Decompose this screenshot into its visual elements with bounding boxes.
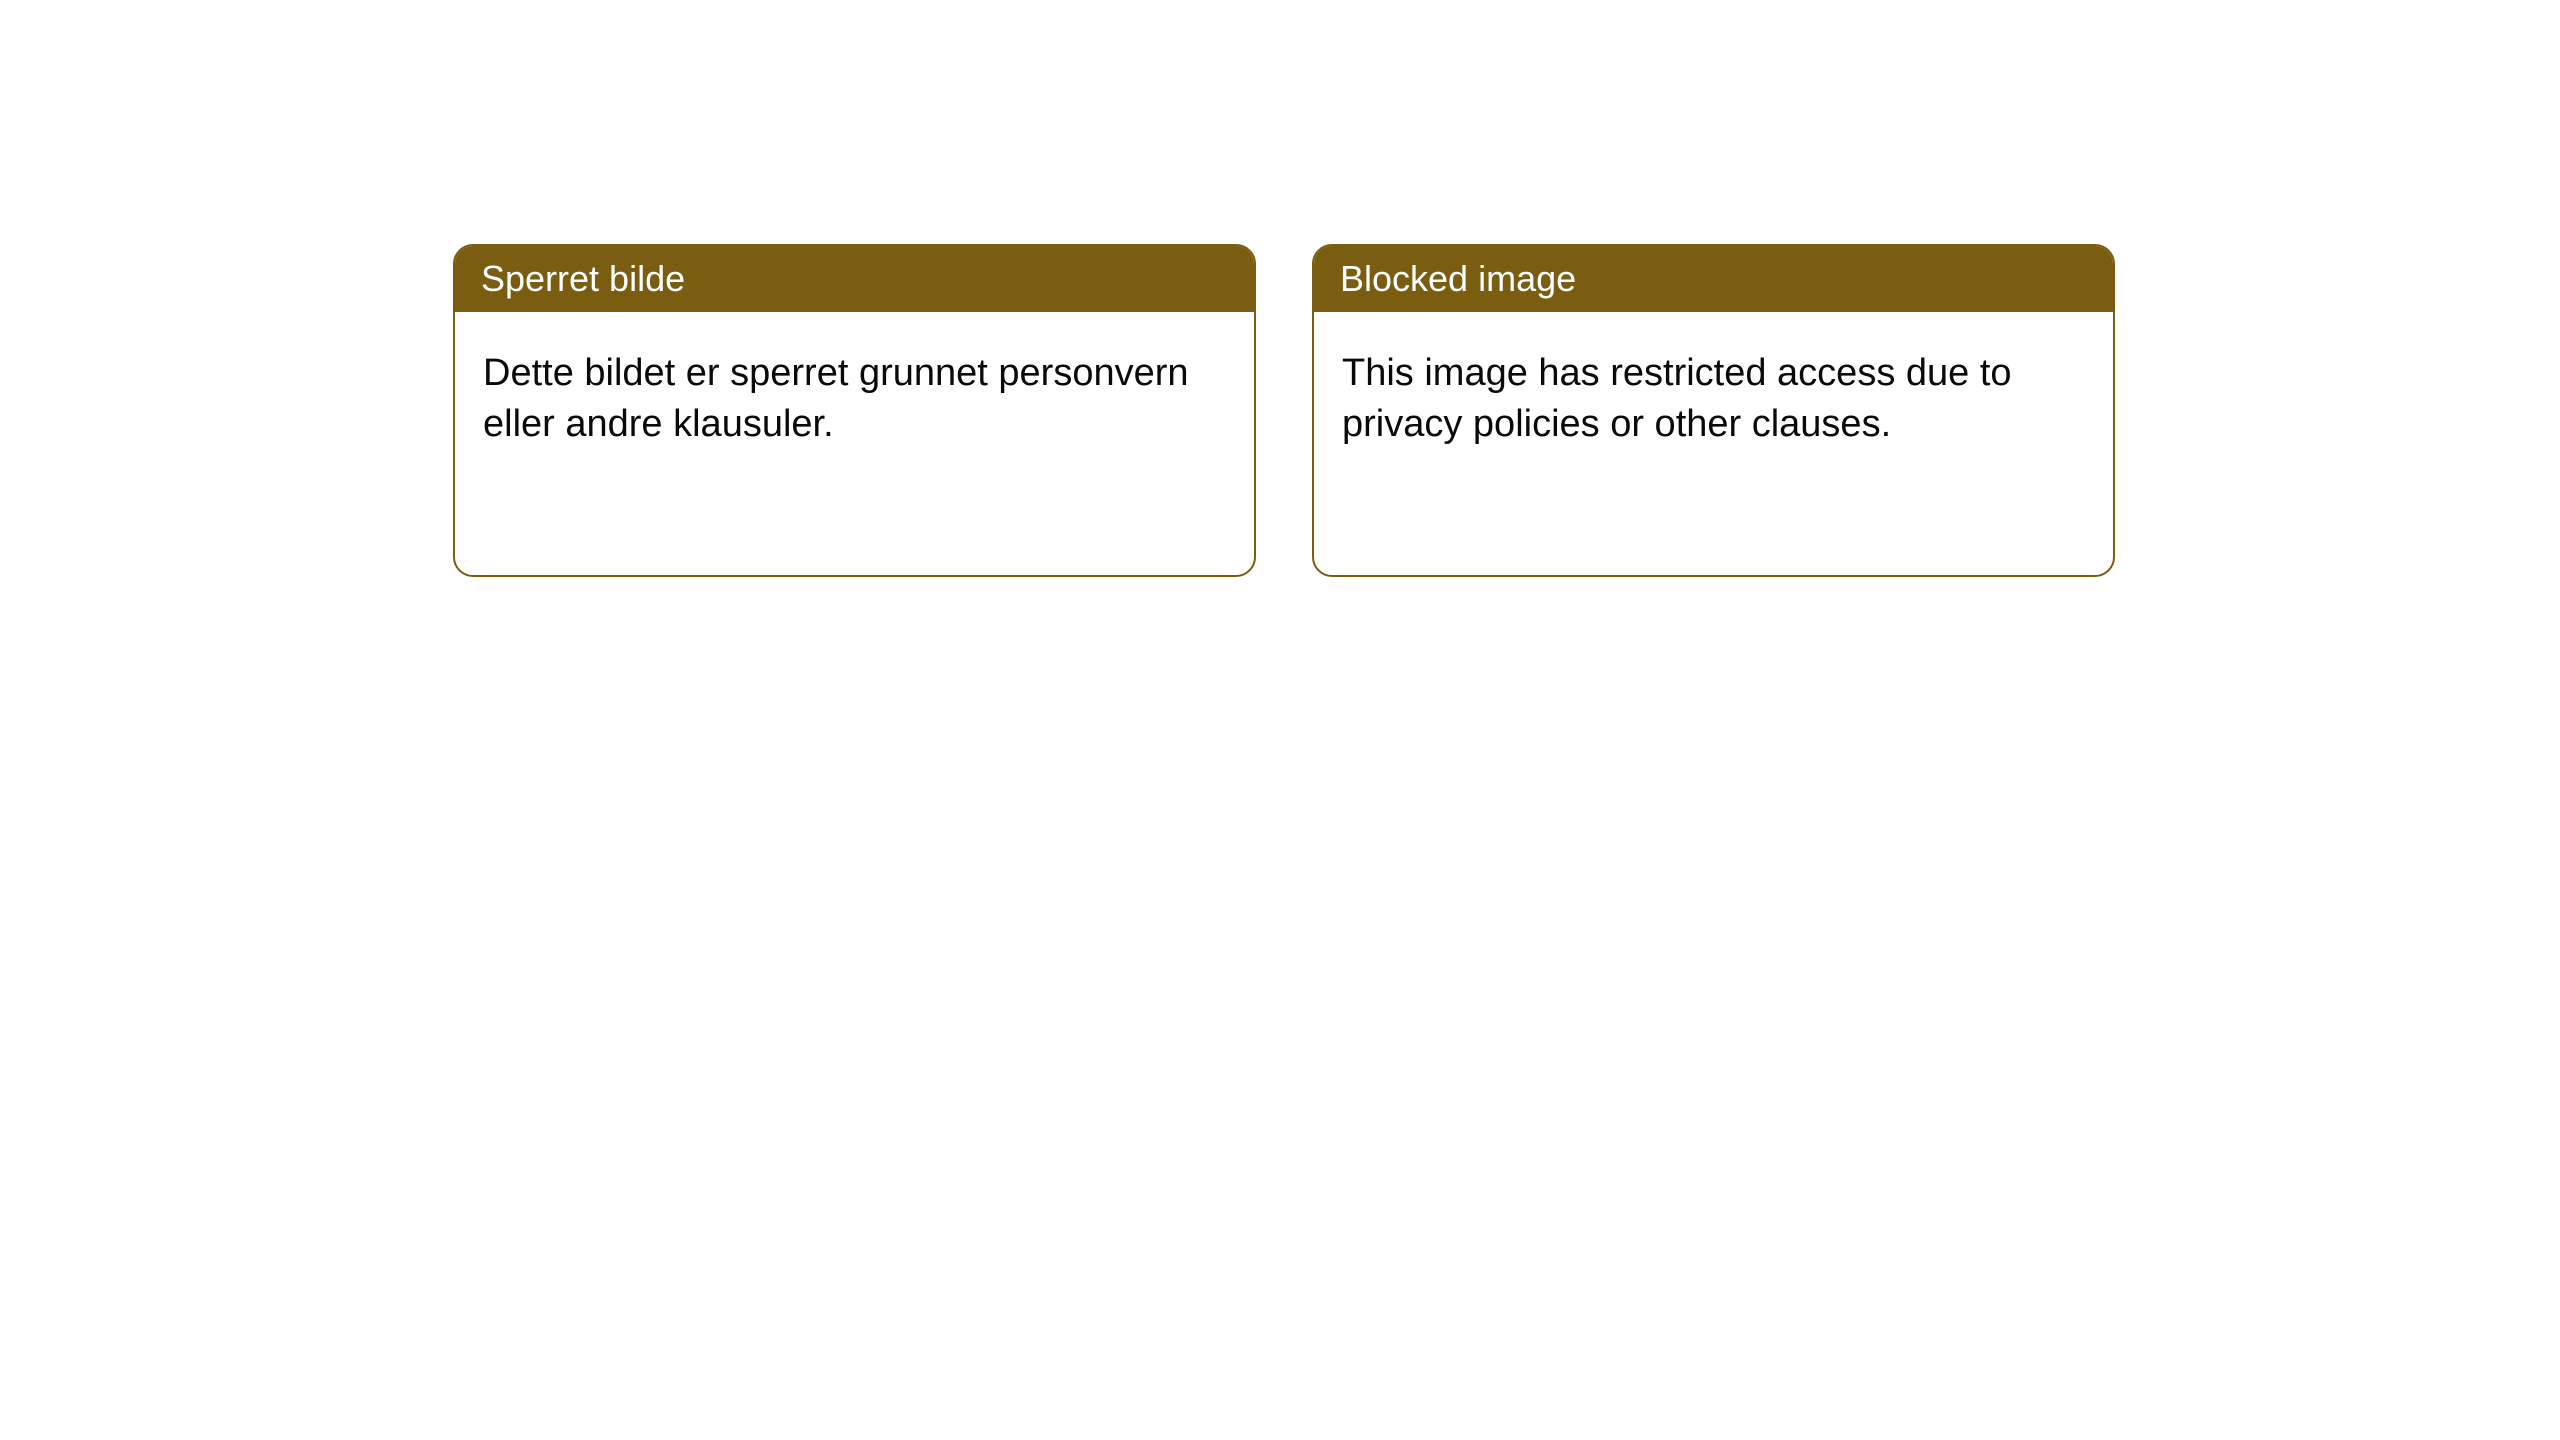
card-body: Dette bildet er sperret grunnet personve…	[455, 312, 1254, 487]
card-header: Sperret bilde	[455, 246, 1254, 312]
card-body-text: Dette bildet er sperret grunnet personve…	[483, 352, 1189, 445]
card-title: Blocked image	[1340, 258, 1576, 299]
card-body-text: This image has restricted access due to …	[1342, 352, 2012, 445]
card-body: This image has restricted access due to …	[1314, 312, 2113, 487]
notice-card-english: Blocked image This image has restricted …	[1312, 244, 2115, 577]
notice-container: Sperret bilde Dette bildet er sperret gr…	[0, 0, 2560, 577]
notice-card-norwegian: Sperret bilde Dette bildet er sperret gr…	[453, 244, 1256, 577]
card-title: Sperret bilde	[481, 258, 685, 299]
card-header: Blocked image	[1314, 246, 2113, 312]
